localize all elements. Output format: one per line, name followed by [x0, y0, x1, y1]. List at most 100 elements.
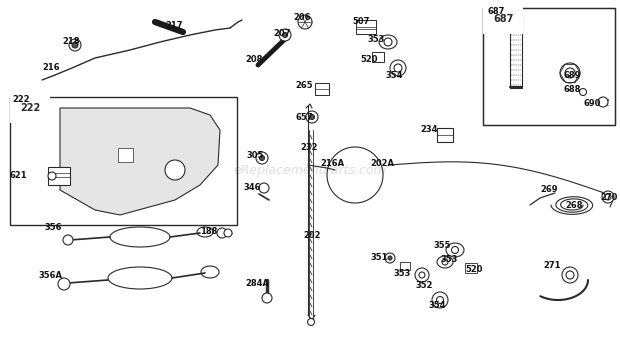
- Text: 222: 222: [12, 95, 30, 104]
- Text: 520: 520: [465, 266, 482, 274]
- Ellipse shape: [88, 165, 102, 175]
- Circle shape: [394, 64, 402, 72]
- Text: 268: 268: [565, 201, 583, 209]
- Text: 520: 520: [360, 55, 378, 65]
- Text: 218: 218: [62, 38, 79, 47]
- Bar: [315, 83, 329, 95]
- Text: 689: 689: [563, 71, 580, 80]
- Text: 202: 202: [303, 230, 321, 240]
- Text: 202A: 202A: [370, 158, 394, 168]
- Text: 208: 208: [245, 55, 262, 65]
- Text: 216A: 216A: [320, 158, 344, 168]
- Circle shape: [442, 259, 448, 265]
- Polygon shape: [60, 108, 220, 215]
- Text: 690: 690: [583, 98, 600, 108]
- Bar: [483, 8, 615, 125]
- Circle shape: [385, 253, 395, 263]
- Ellipse shape: [201, 266, 219, 278]
- Text: 284A: 284A: [245, 279, 269, 289]
- Text: 271: 271: [543, 261, 560, 269]
- Text: 621: 621: [10, 170, 28, 180]
- Circle shape: [598, 97, 608, 107]
- Bar: [118, 148, 133, 162]
- Circle shape: [72, 42, 78, 48]
- Text: 232: 232: [300, 142, 317, 152]
- Circle shape: [260, 155, 265, 160]
- Text: 353: 353: [440, 256, 458, 264]
- Bar: [465, 263, 477, 273]
- Bar: [510, 18, 522, 88]
- Bar: [356, 20, 376, 34]
- Bar: [372, 52, 384, 62]
- Ellipse shape: [574, 86, 592, 98]
- Circle shape: [580, 88, 587, 95]
- Text: 216: 216: [42, 64, 60, 72]
- Circle shape: [309, 115, 314, 120]
- Ellipse shape: [123, 165, 137, 175]
- Text: 353: 353: [393, 269, 410, 279]
- Circle shape: [415, 268, 429, 282]
- Circle shape: [283, 33, 288, 38]
- Text: 346: 346: [243, 182, 260, 191]
- Text: 206: 206: [293, 13, 311, 22]
- Text: 269: 269: [540, 186, 557, 195]
- Text: 687: 687: [493, 14, 513, 24]
- Circle shape: [262, 293, 272, 303]
- Text: 355: 355: [433, 240, 451, 250]
- Text: 270: 270: [600, 192, 618, 202]
- Circle shape: [565, 68, 575, 78]
- Text: 351: 351: [370, 252, 388, 262]
- Ellipse shape: [437, 256, 453, 268]
- Circle shape: [224, 229, 232, 237]
- Ellipse shape: [123, 120, 137, 130]
- Text: 354: 354: [428, 300, 446, 310]
- Circle shape: [432, 292, 448, 308]
- Ellipse shape: [108, 267, 172, 289]
- Text: 507: 507: [352, 17, 370, 27]
- Bar: [48, 167, 70, 185]
- Text: 352: 352: [415, 280, 433, 289]
- Circle shape: [58, 278, 70, 290]
- Text: 353: 353: [367, 36, 384, 44]
- Text: 356A: 356A: [38, 271, 62, 279]
- Circle shape: [259, 183, 269, 193]
- Text: 265: 265: [295, 81, 312, 89]
- Text: 356: 356: [44, 224, 61, 233]
- Text: 207: 207: [273, 28, 290, 38]
- Circle shape: [69, 39, 81, 51]
- Bar: [10, 97, 237, 225]
- Circle shape: [390, 60, 406, 76]
- Circle shape: [308, 318, 314, 326]
- Circle shape: [560, 63, 580, 83]
- Text: 188: 188: [200, 228, 218, 236]
- Text: 688: 688: [563, 84, 580, 93]
- Ellipse shape: [88, 120, 102, 130]
- Text: 222: 222: [20, 103, 40, 113]
- Ellipse shape: [197, 227, 213, 237]
- Ellipse shape: [138, 122, 162, 138]
- Circle shape: [63, 235, 73, 245]
- Text: 354: 354: [385, 71, 402, 81]
- Bar: [483, 8, 615, 125]
- Circle shape: [436, 296, 443, 304]
- Circle shape: [566, 271, 574, 279]
- Bar: [437, 128, 453, 142]
- Text: 234: 234: [420, 126, 438, 135]
- Text: 657: 657: [295, 114, 312, 122]
- Text: 305: 305: [246, 151, 264, 159]
- Ellipse shape: [110, 227, 170, 247]
- Circle shape: [419, 272, 425, 278]
- Ellipse shape: [379, 35, 397, 49]
- Circle shape: [602, 191, 614, 203]
- Ellipse shape: [508, 15, 524, 25]
- Circle shape: [48, 172, 56, 180]
- Text: 217: 217: [165, 21, 182, 29]
- Circle shape: [384, 38, 392, 46]
- Circle shape: [388, 256, 392, 260]
- Circle shape: [279, 29, 291, 41]
- Circle shape: [605, 194, 611, 200]
- Ellipse shape: [446, 243, 464, 257]
- Ellipse shape: [163, 122, 187, 138]
- Circle shape: [306, 111, 318, 123]
- Circle shape: [298, 15, 312, 29]
